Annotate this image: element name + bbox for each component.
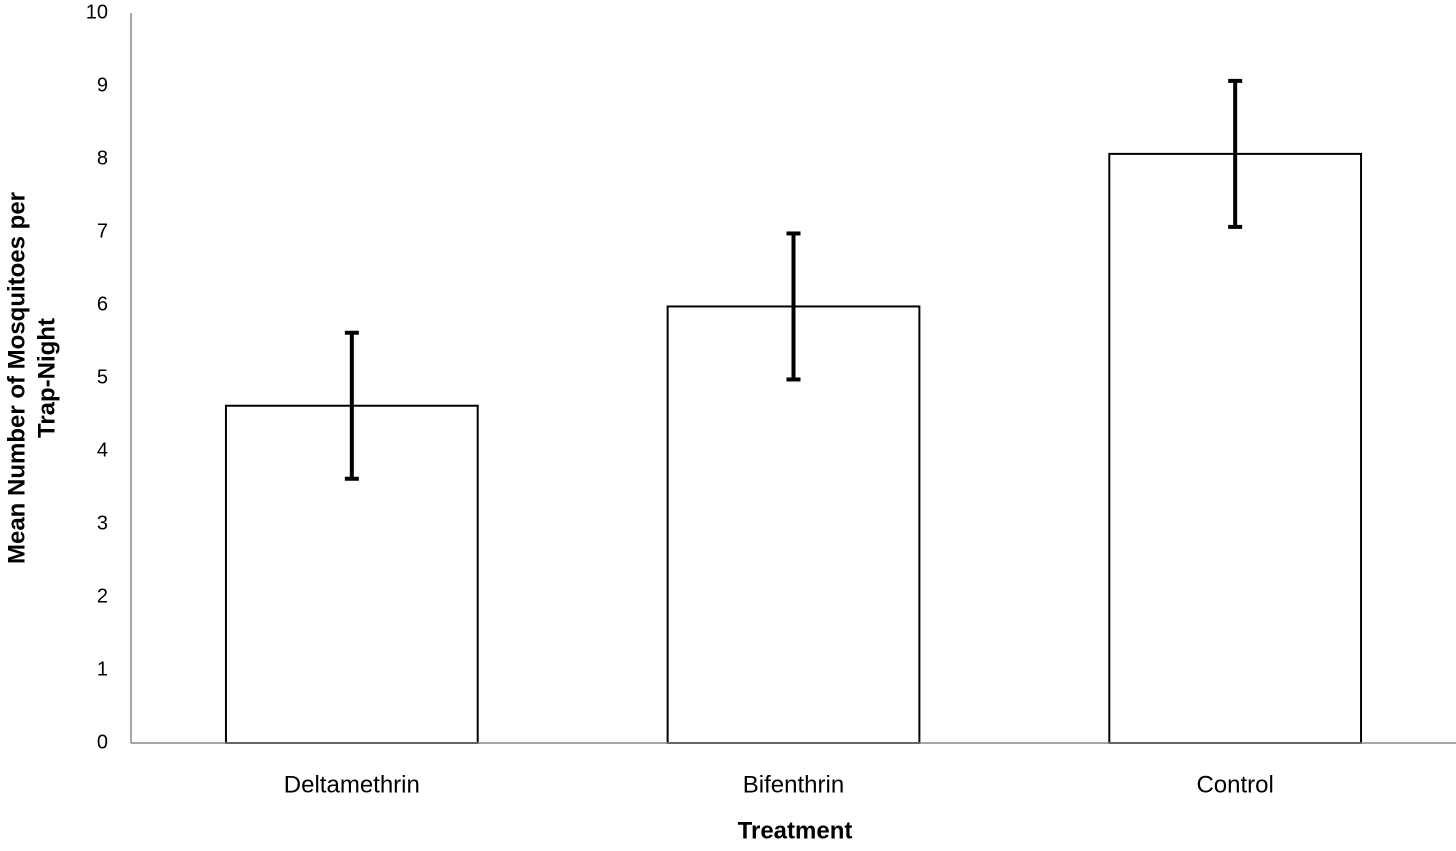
y-axis-title: Mean Number of Mosquitoes per Trap-Night <box>3 192 60 564</box>
y-axis-title-line: Trap-Night <box>33 318 60 438</box>
error-bar <box>344 330 359 481</box>
x-axis-title: Treatment <box>738 817 853 844</box>
y-axis-title-line: Mean Number of Mosquitoes per <box>3 192 30 564</box>
x-tick-label: Deltamethrin <box>284 771 420 798</box>
error-bar <box>786 231 801 382</box>
y-tick-label: 0 <box>97 731 108 753</box>
y-tick-label: 6 <box>97 293 108 315</box>
y-tick-label: 10 <box>86 1 108 23</box>
y-tick-label: 1 <box>97 658 108 680</box>
y-tick-label: 3 <box>97 512 108 534</box>
y-tick-label: 7 <box>97 220 108 242</box>
bar <box>1108 152 1363 744</box>
y-tick-label: 9 <box>97 74 108 96</box>
error-bar <box>1228 78 1243 229</box>
y-tick-label: 8 <box>97 147 108 169</box>
y-tick-label: 4 <box>97 439 108 461</box>
x-tick-label: Bifenthrin <box>743 771 844 798</box>
x-tick-label: Control <box>1196 771 1273 798</box>
y-tick-label: 2 <box>97 585 108 607</box>
y-tick-label: 5 <box>97 366 108 388</box>
